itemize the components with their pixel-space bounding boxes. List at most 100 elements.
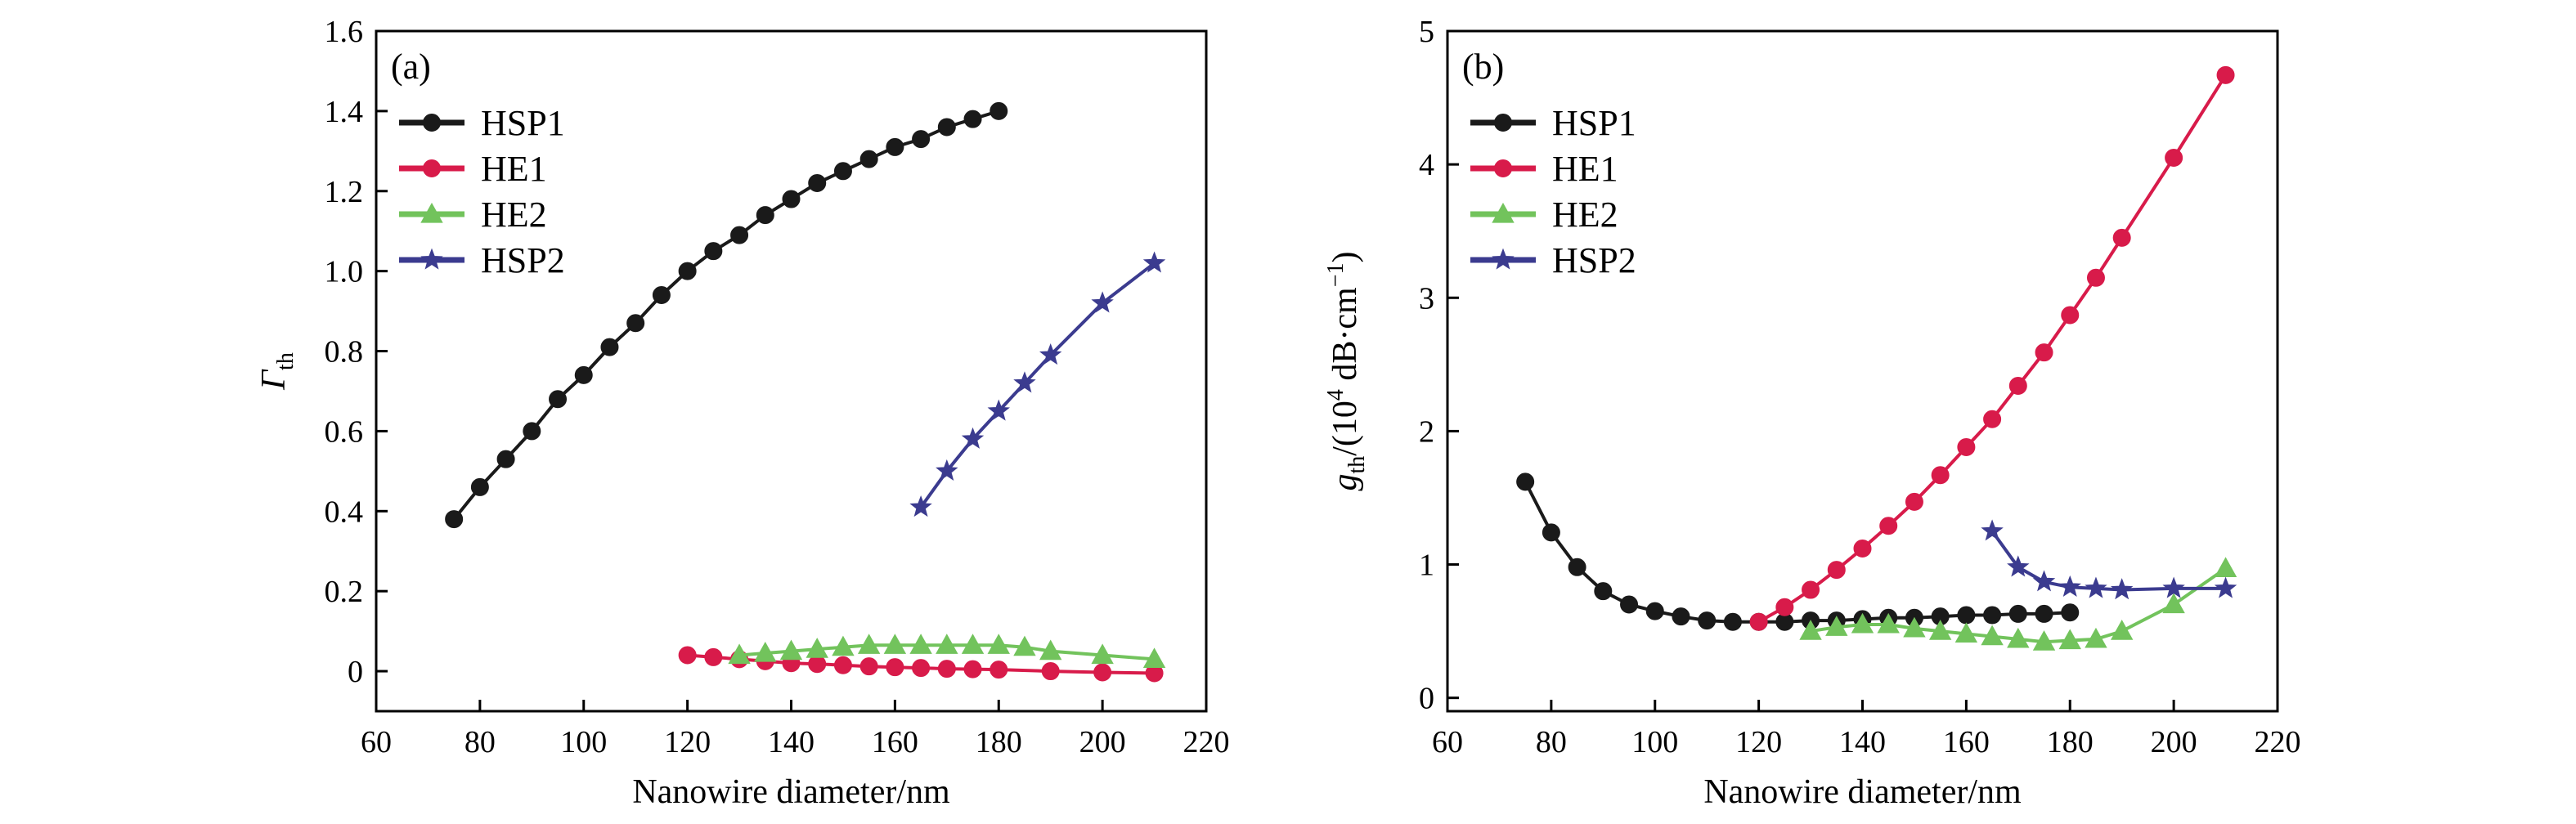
data-point-hsp1	[445, 510, 464, 529]
y-tick-label: 5	[1419, 15, 1434, 49]
data-point-he2	[883, 634, 907, 654]
data-point-hsp2	[961, 427, 985, 449]
data-point-he2	[1799, 620, 1822, 640]
data-point-hsp1	[912, 130, 931, 149]
series-he2	[728, 634, 1166, 668]
data-point-hsp2	[2032, 570, 2056, 592]
y-tick-label: 0.6	[325, 414, 364, 449]
data-point-hsp1	[2008, 604, 2027, 623]
x-tick-label: 140	[768, 725, 815, 759]
data-point-hsp2	[2085, 576, 2107, 598]
data-point-hsp2	[1981, 519, 2004, 541]
data-point-hsp1	[730, 226, 749, 244]
data-point-hsp1	[1645, 602, 1664, 620]
data-point-hsp1	[990, 101, 1008, 120]
data-point-hsp1	[1620, 595, 1639, 614]
data-point-he1	[2061, 306, 2080, 325]
data-point-hsp2	[2110, 578, 2134, 600]
legend-marker	[1494, 114, 1512, 132]
data-point-hsp1	[2061, 603, 2080, 622]
data-point-hsp1	[652, 286, 671, 305]
data-point-he2	[754, 641, 777, 662]
legend-label: HE1	[1552, 149, 1618, 189]
panel-label: (b)	[1462, 47, 1504, 87]
x-tick-label: 80	[464, 725, 496, 759]
data-point-hsp1	[2035, 604, 2053, 623]
data-point-he2	[2162, 593, 2185, 614]
x-tick-label: 140	[1839, 725, 1886, 759]
data-point-hsp1	[1672, 607, 1690, 626]
data-point-hsp1	[496, 450, 515, 468]
series-line-he1	[1757, 74, 2228, 624]
legend-label: HSP2	[1552, 240, 1636, 280]
data-point-he1	[963, 660, 982, 678]
data-point-he1	[1749, 612, 1768, 631]
data-point-hsp1	[937, 118, 956, 137]
x-tick-label: 60	[361, 725, 392, 759]
panel-b: 60 80 100 120 140 160 180 200 220 0 1 2 3 4 5 Nanowire …	[1323, 15, 2301, 811]
data-point-hsp1	[1957, 606, 1976, 625]
y-tick-label: 0.8	[325, 335, 364, 369]
data-point-hsp2	[1013, 371, 1036, 393]
legend-marker	[420, 202, 443, 223]
data-point-he1	[912, 659, 931, 678]
data-point-he2	[2085, 627, 2107, 648]
data-point-hsp2	[936, 459, 958, 481]
data-point-he1	[1093, 663, 1112, 682]
data-point-he2	[961, 634, 985, 654]
y-tick-label: 3	[1419, 281, 1434, 316]
legend: HSP1 HE1 HE2 HSP2	[399, 103, 565, 280]
data-point-he2	[728, 643, 751, 665]
series-hsp1	[1516, 472, 2080, 631]
data-point-hsp1	[574, 365, 593, 384]
data-point-he2	[936, 634, 958, 654]
data-point-he1	[1041, 662, 1060, 681]
x-axis-label: Nanowire diameter/nm	[1703, 773, 2022, 811]
data-point-hsp1	[1594, 582, 1613, 601]
data-point-he2	[1928, 620, 1952, 640]
data-point-hsp1	[1568, 558, 1586, 576]
data-point-he1	[1853, 539, 1872, 558]
y-tick-label: 1.6	[325, 15, 364, 49]
data-point-he1	[2086, 268, 2105, 287]
x-tick-label: 180	[976, 725, 1022, 759]
data-point-hsp1	[886, 137, 904, 156]
data-point-he2	[1825, 616, 1848, 636]
data-point-he2	[909, 634, 932, 654]
legend-label: HSP2	[481, 240, 565, 280]
legend-marker	[423, 114, 441, 132]
x-tick-label: 100	[1631, 725, 1678, 759]
data-point-hsp1	[782, 190, 801, 208]
legend-marker	[420, 248, 443, 270]
data-point-hsp1	[859, 150, 878, 168]
data-point-hsp1	[549, 390, 568, 409]
y-tick-label: 0	[348, 655, 363, 689]
data-point-hsp2	[1091, 291, 1114, 313]
data-point-hsp1	[963, 110, 982, 128]
y-tick-label: 4	[1419, 148, 1434, 182]
x-tick-label: 200	[2151, 725, 2197, 759]
data-point-he1	[833, 656, 852, 674]
data-point-hsp1	[833, 162, 852, 181]
series-he2	[1799, 557, 2237, 651]
data-point-he2	[2214, 557, 2237, 578]
data-point-he1	[1957, 437, 1976, 456]
data-point-he2	[1142, 647, 1166, 668]
x-tick-label: 160	[872, 725, 918, 759]
data-point-he2	[806, 638, 828, 658]
panel-a: 60 80 100 120 140 160 180 200 220 0 0.2 0.4 0.6 0.8 1.…	[255, 15, 1230, 811]
panel-label: (a)	[391, 47, 431, 87]
data-point-he1	[1905, 492, 1923, 511]
data-point-he1	[2008, 376, 2027, 395]
data-point-he1	[2035, 343, 2053, 362]
data-point-he1	[2216, 65, 2235, 84]
y-tick-label: 2	[1419, 414, 1434, 449]
y-tick-label: 0.2	[325, 575, 364, 609]
x-tick-label: 200	[1079, 725, 1126, 759]
x-tick-label: 220	[1183, 725, 1230, 759]
series-line-hsp1	[452, 109, 999, 521]
data-point-he2	[987, 634, 1010, 654]
data-point-he1	[990, 661, 1008, 679]
data-point-he2	[2058, 629, 2081, 650]
data-point-he1	[859, 657, 878, 676]
